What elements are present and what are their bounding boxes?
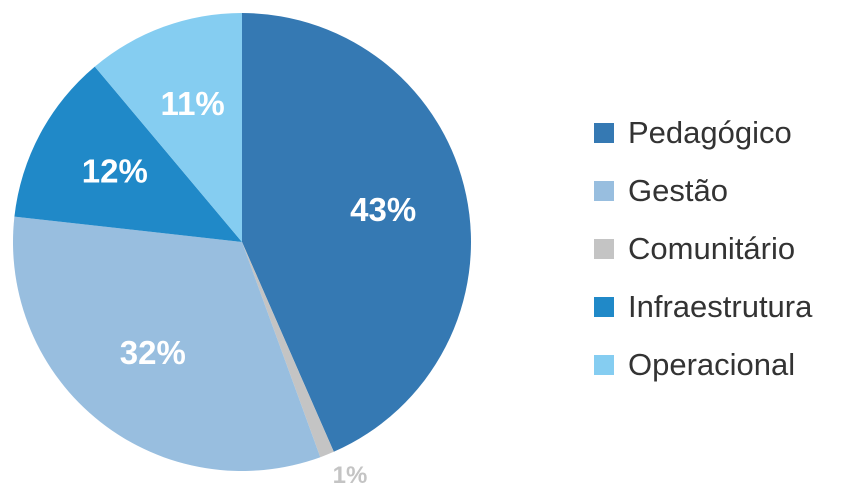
legend-swatch-operacional: [594, 355, 614, 375]
pie-slice-labels: 43% 1% 32% 12% 11%: [82, 85, 416, 489]
pie-slice-label-operacional: 11%: [161, 85, 225, 122]
pie-slice-pedagogico: [242, 13, 472, 452]
pie-slice-label-infraestrutura: 12%: [82, 153, 148, 190]
legend-swatch-pedagogico: [594, 123, 614, 143]
legend-label-operacional: Operacional: [628, 347, 796, 382]
legend-swatch-infraestrutura: [594, 297, 614, 317]
legend-label-comunitario: Comunitário: [628, 231, 796, 266]
legend-label-infraestrutura: Infraestrutura: [628, 289, 813, 324]
legend-item-infraestrutura: Infraestrutura: [594, 278, 812, 336]
legend-label-pedagogico: Pedagógico: [628, 115, 792, 150]
legend-label-gestao: Gestão: [628, 173, 728, 208]
pie-slice-comunitario: [242, 242, 334, 458]
legend-item-gestao: Gestão: [594, 162, 812, 220]
pie-slice-gestao: [12, 216, 321, 471]
pie-slice-label-gestao: 32%: [120, 334, 186, 371]
legend-item-operacional: Operacional: [594, 336, 812, 394]
pie-slice-label-pedagogico: 43%: [350, 191, 416, 228]
legend-item-pedagogico: Pedagógico: [594, 104, 812, 162]
pie-slice-infraestrutura: [14, 66, 242, 242]
pie-slices: [12, 13, 472, 471]
chart-legend: Pedagógico Gestão Comunitário Infraestru…: [594, 104, 812, 394]
pie-slice-operacional: [94, 13, 242, 242]
legend-swatch-comunitario: [594, 239, 614, 259]
pie-slice-label-comunitario: 1%: [333, 462, 368, 489]
legend-item-comunitario: Comunitário: [594, 220, 812, 278]
legend-swatch-gestao: [594, 181, 614, 201]
